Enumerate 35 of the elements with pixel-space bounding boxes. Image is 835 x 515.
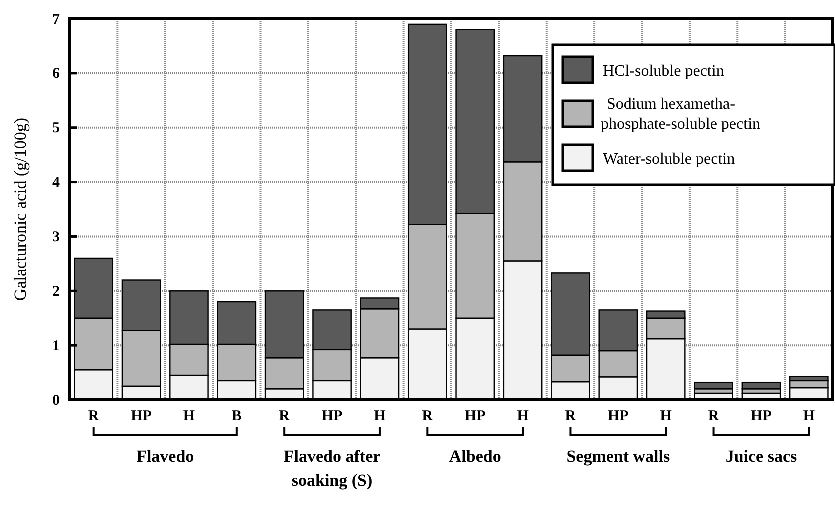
- legend-label: HCl-soluble pectin: [603, 63, 724, 80]
- x-tick-label: R: [565, 408, 576, 425]
- y-tick-label: 3: [52, 230, 60, 246]
- y-tick-label: 4: [52, 175, 60, 192]
- y-tick-label: 2: [52, 284, 60, 300]
- y-tick-label: 0: [52, 392, 60, 409]
- bar: [694, 382, 734, 390]
- x-tick-label: R: [422, 408, 434, 425]
- y-tick-label: 5: [52, 120, 60, 137]
- text: Flavedo after soaking (S): [284, 447, 382, 490]
- y-axis-title: Galacturonic acid (g/100g): [11, 118, 30, 302]
- x-tick-label: R: [279, 408, 290, 425]
- text: Flavedo: [136, 447, 194, 466]
- text: Albedo: [449, 447, 502, 466]
- x-tick-label: H: [183, 408, 196, 425]
- x-tick-label: HP: [322, 408, 343, 425]
- x-tick-label: H: [374, 408, 386, 425]
- x-tick-label: H: [660, 408, 672, 425]
- x-tick-label: B: [232, 408, 242, 425]
- bar: [742, 382, 782, 390]
- x-tick-label: H: [517, 408, 530, 425]
- x-tick-label: R: [88, 408, 100, 425]
- y-tick-label: 1: [52, 338, 60, 354]
- legend-label: Water-soluble pectin: [603, 151, 736, 168]
- y-tick-label: 7: [52, 12, 60, 28]
- x-tick-label: HP: [131, 408, 152, 425]
- text: Segment walls: [566, 447, 670, 466]
- y-tick-label: 6: [52, 66, 60, 82]
- x-tick-label: HP: [464, 408, 486, 425]
- text: Juice sacs: [726, 447, 798, 466]
- legend-label: Sodium hexametha-phosphate-soluble pectin: [601, 96, 761, 133]
- x-tick-label: H: [803, 408, 816, 425]
- x-tick-label: HP: [608, 408, 629, 425]
- x-tick-label: HP: [751, 408, 772, 425]
- x-tick-label: R: [708, 408, 720, 425]
